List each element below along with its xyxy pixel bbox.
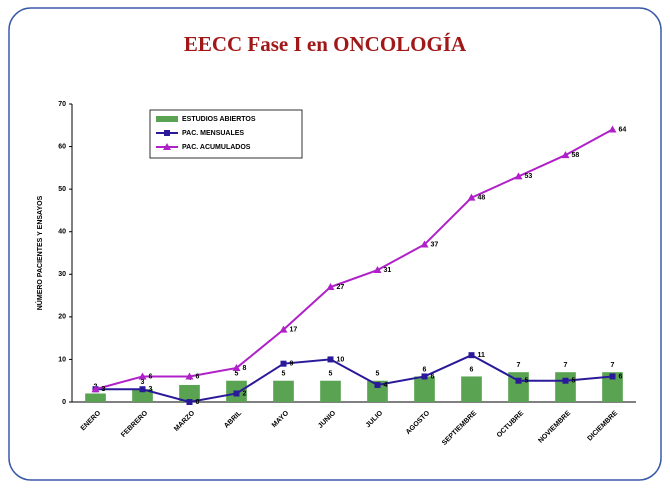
bar [273,380,294,402]
point-label: 9 [290,361,294,368]
marker [139,386,146,393]
y-tick-label: 30 [58,271,66,278]
point-label: 6 [149,373,153,380]
marker [185,372,194,380]
marker [609,373,616,380]
point-label: 31 [384,267,392,274]
point-label: 8 [243,365,247,372]
legend-swatch [156,116,178,122]
point-label: 48 [478,195,486,202]
marker [562,377,569,384]
point-label: 64 [619,126,627,133]
point-label: 4 [384,382,388,389]
marker [514,172,523,180]
bar-label: 5 [282,371,286,378]
y-tick-label: 50 [58,186,66,193]
marker [326,283,335,291]
bar-label: 7 [564,362,568,369]
legend-marker [164,130,170,136]
marker [279,325,288,333]
bar-label: 5 [235,371,239,378]
marker [467,193,476,201]
point-label: 53 [525,173,533,180]
line [95,128,613,391]
point-label: 27 [337,284,345,291]
chart-title: EECC Fase I en ONCOLOGÍA [184,32,467,56]
bar [367,380,388,402]
bar [179,384,200,402]
marker [91,385,100,393]
marker [233,390,240,397]
point-label: 5 [572,378,576,385]
legend-label: PAC. MENSUALES [182,130,244,137]
marker [468,352,475,359]
point-label: 17 [290,326,298,333]
bar [414,376,435,402]
bar [85,393,106,402]
marker [608,125,617,133]
marker [373,266,382,274]
bar [602,372,623,402]
marker [232,363,241,371]
bar-label: 7 [611,362,615,369]
bar-label: 6 [423,366,427,373]
bar [132,389,153,402]
bar-label: 6 [470,366,474,373]
marker [280,360,287,367]
point-label: 3 [102,386,106,393]
point-label: 10 [337,356,345,363]
bar [461,376,482,402]
bar-label: 7 [517,362,521,369]
marker [186,399,193,405]
point-label: 2 [243,390,247,397]
point-label: 5 [525,378,529,385]
legend-label: ESTUDIOS ABIERTOS [182,116,256,123]
y-tick-label: 40 [58,229,66,236]
point-label: 37 [431,241,439,248]
y-tick-label: 0 [62,399,66,406]
marker [138,372,147,380]
point-label: 6 [196,373,200,380]
bar [320,380,341,402]
marker [374,381,381,388]
y-tick-label: 70 [58,101,66,108]
point-label: 3 [149,386,153,393]
y-tick-label: 20 [58,314,66,321]
legend-label: PAC. ACUMULADOS [182,144,251,151]
point-label: 6 [619,373,623,380]
bar [508,372,529,402]
y-tick-label: 10 [58,356,66,363]
point-label: 11 [478,352,486,359]
bar-label: 5 [329,371,333,378]
bar-label: 5 [376,371,380,378]
marker [561,151,570,159]
frame [8,7,662,481]
point-label: 0 [196,399,200,406]
marker [421,373,428,380]
line [95,354,613,404]
point-label: 58 [572,152,580,159]
marker [420,240,429,248]
point-label: 6 [431,373,435,380]
marker [327,356,334,363]
legend-marker [163,143,171,150]
y-tick-label: 60 [58,143,66,150]
marker [515,377,522,384]
point-label: 3 [102,386,106,393]
bar-label: 3 [141,379,145,386]
y-axis-label: NÚMERO PACIENTES Y ENSAYOS [35,195,44,310]
